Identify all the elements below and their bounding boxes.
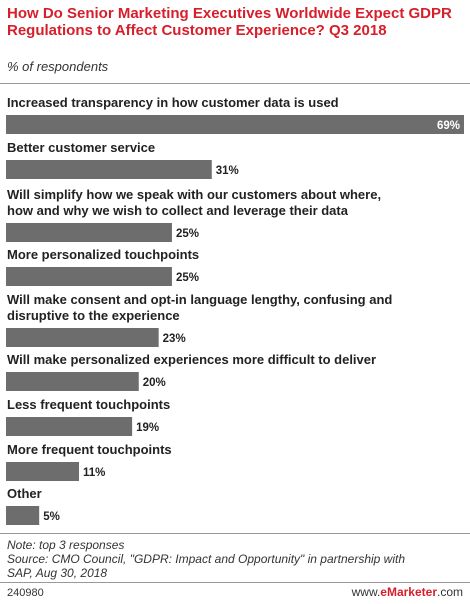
- brand-name: eMarketer: [380, 585, 437, 599]
- bar: [6, 506, 40, 525]
- chart-note: Note: top 3 responses Source: CMO Counci…: [7, 538, 465, 580]
- category-label: Other: [7, 486, 42, 501]
- chart-title: How Do Senior Marketing Executives World…: [7, 5, 452, 39]
- footer-divider: [0, 582, 470, 583]
- category-label: Will make consent and opt-in language le…: [7, 292, 392, 307]
- value-label: 11%: [83, 467, 105, 479]
- bar: [6, 223, 172, 242]
- category-label: Will simplify how we speak with our cust…: [7, 187, 381, 202]
- source-line: SAP, Aug 30, 2018: [7, 566, 108, 580]
- chart-subtitle: % of respondents: [7, 59, 109, 74]
- brand-logo: www.eMarketer.com: [352, 585, 463, 599]
- bar: [6, 328, 159, 347]
- chart-id: 240980: [7, 587, 44, 599]
- value-label: 31%: [216, 165, 239, 177]
- category-label: disruptive to the experience: [7, 308, 180, 323]
- bottom-divider: [0, 533, 470, 534]
- category-label: Better customer service: [7, 140, 155, 155]
- category-label: Less frequent touchpoints: [7, 397, 170, 412]
- source-line: Source: CMO Council, "GDPR: Impact and O…: [7, 552, 406, 566]
- brand-suffix: .com: [436, 585, 463, 599]
- value-label: 19%: [136, 422, 159, 434]
- bar: [6, 462, 80, 481]
- bar: [6, 372, 139, 391]
- bar: [6, 115, 464, 134]
- category-label: how and why we wish to collect and lever…: [7, 203, 349, 218]
- value-label: 25%: [176, 272, 199, 284]
- value-label: 20%: [143, 377, 166, 389]
- bar: [6, 417, 133, 436]
- category-label: Will make personalized experiences more …: [7, 352, 376, 367]
- bar: [6, 160, 212, 179]
- note-line: Note: top 3 responses: [7, 538, 125, 552]
- category-label: Increased transparency in how customer d…: [7, 95, 339, 110]
- top-divider: [0, 83, 470, 84]
- value-label: 69%: [437, 120, 460, 132]
- category-label: More frequent touchpoints: [7, 442, 172, 457]
- category-label: More personalized touchpoints: [7, 247, 199, 262]
- value-label: 23%: [163, 333, 186, 345]
- value-label: 5%: [43, 511, 60, 523]
- brand-prefix: www.: [351, 585, 381, 599]
- bar: [6, 267, 172, 286]
- value-label: 25%: [176, 228, 199, 240]
